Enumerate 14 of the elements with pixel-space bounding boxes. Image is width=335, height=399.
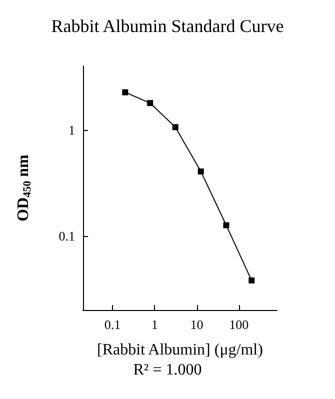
y-axis-title: OD450 nm <box>15 154 34 222</box>
x-tick-label: 10 <box>190 317 204 332</box>
x-tick-label: 1 <box>151 317 158 332</box>
point <box>147 100 154 106</box>
text: R² = 1.000 <box>133 362 202 378</box>
point <box>223 222 230 228</box>
point <box>248 277 255 284</box>
x-axis-title: [Rabbit Albumin] (μg/ml) <box>97 342 263 358</box>
point <box>198 168 204 174</box>
chart-title: Rabbit Albumin Standard Curve <box>51 16 284 36</box>
point <box>172 124 178 130</box>
x-tick-label: 100 <box>229 317 249 332</box>
point <box>122 89 128 96</box>
x-tick-label: 0.1 <box>104 317 121 332</box>
